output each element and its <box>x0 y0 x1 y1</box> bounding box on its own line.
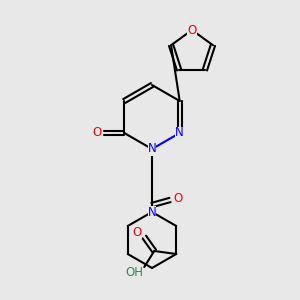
Text: O: O <box>133 226 142 238</box>
Text: O: O <box>173 191 183 205</box>
Text: OH: OH <box>125 266 143 280</box>
Text: O: O <box>93 127 102 140</box>
Text: O: O <box>188 23 196 37</box>
Text: N: N <box>175 127 184 140</box>
Text: N: N <box>148 142 156 155</box>
Text: N: N <box>148 206 156 218</box>
